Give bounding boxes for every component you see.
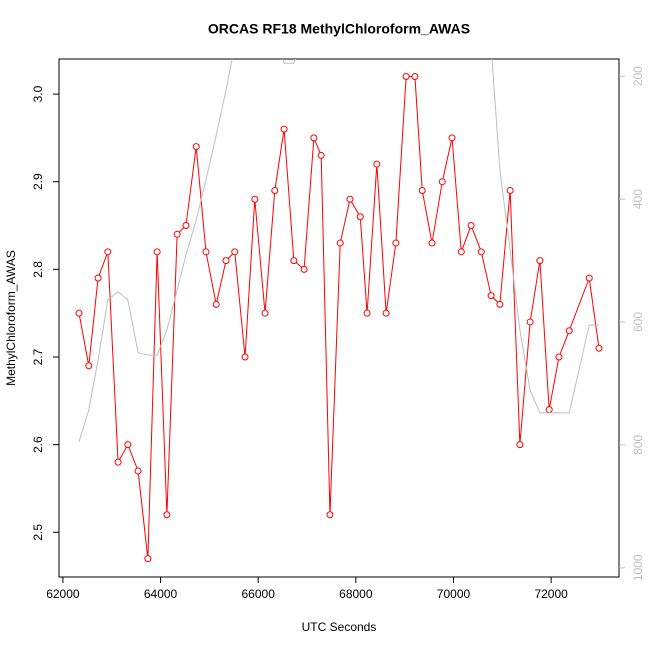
point (477, 248, 485, 256)
point (231, 248, 239, 256)
x-tick-label: 64000 (144, 587, 178, 601)
x-tick-label: 70000 (437, 587, 471, 601)
point (336, 239, 344, 247)
point (373, 160, 381, 168)
point (280, 125, 288, 133)
point (565, 327, 573, 335)
x-tick-label: 72000 (534, 587, 568, 601)
point (192, 143, 200, 151)
point (94, 274, 102, 282)
point (516, 441, 524, 449)
y-axis-label: MethylChloroform_AWAS (4, 250, 18, 386)
point (363, 309, 371, 317)
x-tick-label: 62000 (46, 587, 80, 601)
y-tick-label: 3.0 (31, 85, 45, 102)
x-tick-label: 66000 (242, 587, 276, 601)
point (545, 406, 553, 414)
y-tick-label: 2.6 (31, 436, 45, 453)
point (212, 300, 220, 308)
y2-tick-label: 600 (631, 312, 645, 332)
y-tick-label: 2.5 (31, 524, 45, 541)
series-line (78, 59, 599, 442)
point (356, 213, 364, 221)
point (467, 222, 475, 230)
y-tick-label: 2.7 (31, 348, 45, 365)
point (317, 151, 325, 159)
point (261, 309, 269, 317)
point (241, 353, 249, 361)
point (506, 186, 514, 194)
point (202, 248, 210, 256)
point (163, 511, 171, 519)
point (326, 511, 334, 519)
point (153, 248, 161, 256)
point (182, 222, 190, 230)
point (457, 248, 465, 256)
point (448, 134, 456, 142)
point (555, 353, 563, 361)
y2-tick-label: 200 (631, 66, 645, 86)
y2-tick-label: 1000 (631, 554, 645, 581)
plot-frame (58, 58, 620, 578)
point (85, 362, 93, 370)
chart-title: ORCAS RF18 MethylChloroform_AWAS (208, 21, 470, 37)
point (271, 186, 279, 194)
point (114, 458, 122, 466)
point (290, 257, 298, 265)
x-axis-label: UTC Seconds (302, 620, 377, 634)
point (104, 248, 112, 256)
y-tick-label: 2.8 (31, 261, 45, 278)
point (75, 309, 83, 317)
point (411, 73, 419, 81)
point (144, 555, 152, 563)
point (585, 274, 593, 282)
point (438, 178, 446, 186)
point (526, 318, 534, 326)
plot-area (75, 59, 603, 563)
point (134, 467, 142, 475)
y2-tick-label: 800 (631, 435, 645, 455)
x-tick-label: 68000 (339, 587, 373, 601)
y-tick-label: 2.9 (31, 173, 45, 190)
point (124, 441, 132, 449)
point (536, 257, 544, 265)
point (392, 239, 400, 247)
point (310, 134, 318, 142)
point (382, 309, 390, 317)
point (402, 73, 410, 81)
point (173, 230, 181, 238)
point (496, 300, 504, 308)
point (595, 344, 603, 352)
y2-tick-label: 400 (631, 189, 645, 209)
point (222, 257, 230, 265)
point (428, 239, 436, 247)
series-line (78, 76, 600, 559)
point (300, 265, 308, 273)
point (251, 195, 259, 203)
point (418, 186, 426, 194)
point (487, 292, 495, 300)
point (346, 195, 354, 203)
